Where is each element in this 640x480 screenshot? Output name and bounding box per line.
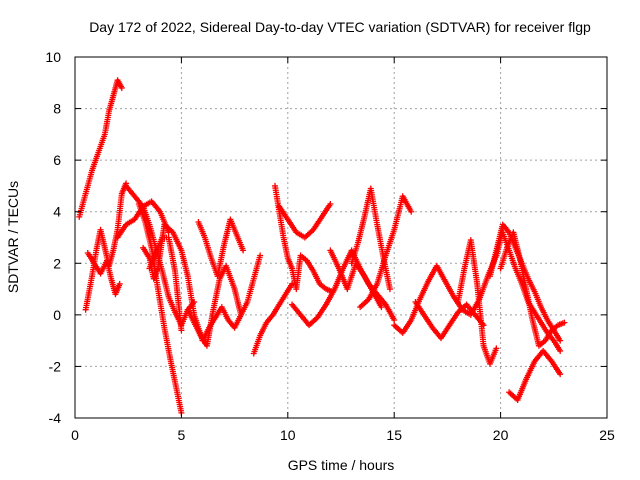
series-arc-13 xyxy=(272,182,336,295)
y-tick-label: -2 xyxy=(49,358,62,374)
x-axis-label: GPS time / hours xyxy=(288,457,395,473)
data-point xyxy=(557,371,564,378)
data-point xyxy=(386,286,393,293)
data-point xyxy=(178,327,185,334)
data-point xyxy=(378,304,385,311)
series-arc-11 xyxy=(199,252,264,344)
y-axis-label: SDTVAR / TECUs xyxy=(5,181,21,293)
data-point xyxy=(408,208,415,215)
data-point xyxy=(327,200,334,207)
data-point xyxy=(561,319,568,326)
x-tick-label: 25 xyxy=(599,427,615,443)
x-tick-label: 0 xyxy=(71,427,79,443)
series-arc-01 xyxy=(76,77,125,220)
data-point xyxy=(240,247,247,254)
x-tick-label: 15 xyxy=(386,427,402,443)
series-arc-17 xyxy=(348,185,393,293)
y-tick-label: 6 xyxy=(53,152,61,168)
data-point xyxy=(557,337,564,344)
series-arc-12 xyxy=(250,280,296,357)
y-tick-label: 4 xyxy=(53,204,61,220)
series-arc-16 xyxy=(327,247,385,311)
y-tick-label: 10 xyxy=(45,49,61,65)
data-layer xyxy=(76,77,568,416)
x-tick-label: 20 xyxy=(493,427,509,443)
series-arc-10 xyxy=(195,216,247,280)
series-arc-06 xyxy=(135,200,185,416)
series-arc-03 xyxy=(84,249,123,298)
series-arc-21 xyxy=(455,237,500,367)
data-point xyxy=(557,347,564,354)
chart-title: Day 172 of 2022, Sidereal Day-to-day VTE… xyxy=(89,19,591,35)
x-tick-label: 5 xyxy=(178,427,186,443)
data-point xyxy=(493,345,500,352)
y-tick-label: 2 xyxy=(53,255,61,271)
series-arc-14 xyxy=(276,200,334,241)
x-tick-label: 10 xyxy=(280,427,296,443)
y-tick-label: 0 xyxy=(53,307,61,323)
data-point xyxy=(289,280,296,287)
data-point xyxy=(118,84,125,91)
grid-layer xyxy=(75,57,607,418)
series-arc-08 xyxy=(146,234,185,334)
y-tick-label: 8 xyxy=(53,101,61,117)
series-arc-18 xyxy=(357,193,415,311)
series-arc-02 xyxy=(82,180,130,313)
series-arc-20 xyxy=(412,298,487,342)
series-arc-04 xyxy=(114,198,172,241)
data-point xyxy=(391,317,398,324)
data-point xyxy=(257,252,264,259)
plot-frame xyxy=(74,56,608,419)
series-arc-25 xyxy=(506,347,564,403)
series-arc-24 xyxy=(497,229,568,349)
data-point xyxy=(116,280,123,287)
axis-layer: 0 5 10 15 20 25 -4 -2 0 2 4 6 8 10 xyxy=(45,49,615,443)
y-tick-label: -4 xyxy=(49,410,62,426)
